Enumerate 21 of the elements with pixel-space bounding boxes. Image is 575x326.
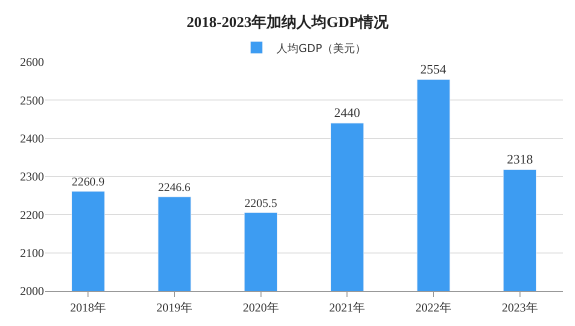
x-tick-label: 2019年	[156, 300, 192, 314]
data-label: 2554	[420, 62, 447, 77]
legend-label: 人均GDP（美元）	[276, 42, 366, 55]
chart-title: 2018-2023年加纳人均GDP情况	[186, 14, 390, 31]
x-tick-label: 2018年	[70, 300, 106, 314]
x-tick-label: 2020年	[242, 300, 279, 314]
data-label: 2205.5	[244, 196, 278, 210]
y-tick-label: 2600	[20, 55, 44, 70]
x-tick-label: 2021年	[329, 300, 366, 314]
y-tick-label: 2200	[20, 208, 44, 222]
data-label: 2246.6	[158, 181, 191, 194]
y-tick-label: 2300	[20, 170, 44, 184]
y-tick-label: 2500	[20, 93, 44, 108]
x-tick-label: 2023年	[502, 300, 538, 314]
data-label: 2440	[334, 105, 360, 120]
y-tick-label: 2000	[20, 284, 44, 298]
y-tick-label: 2400	[20, 132, 44, 146]
y-tick-label: 2100	[20, 246, 44, 260]
x-tick-label: 2022年	[416, 300, 452, 314]
data-label: 2318	[506, 152, 533, 167]
data-label: 2260.9	[72, 174, 105, 189]
